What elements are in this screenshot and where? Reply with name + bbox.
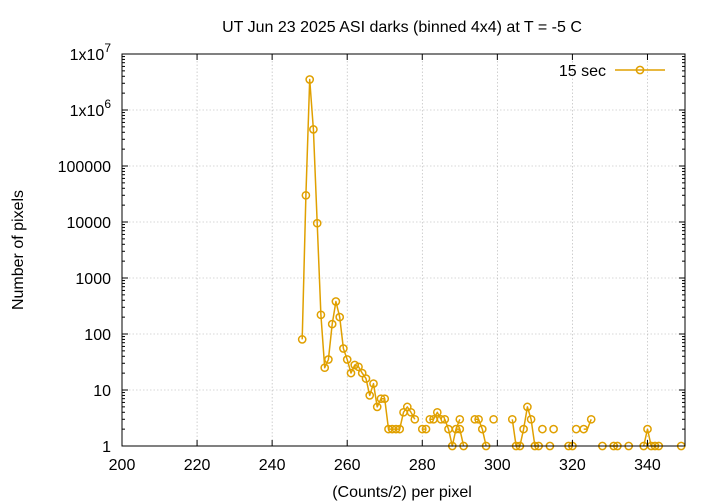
data-point <box>571 424 581 434</box>
chart-title: UT Jun 23 2025 ASI darks (binned 4x4) at… <box>222 19 582 36</box>
y-axis-label: Number of pixels <box>10 190 27 310</box>
data-point <box>380 394 390 404</box>
data-point <box>365 391 375 400</box>
data-point <box>489 414 498 424</box>
x-tick-label: 240 <box>259 457 286 474</box>
x-tick-label: 340 <box>634 457 661 474</box>
data-point <box>320 363 330 373</box>
y-tick-label: 100 <box>84 327 111 344</box>
plot-border <box>121 53 686 447</box>
legend-label: 15 sec <box>559 63 606 80</box>
x-tick-label: 200 <box>109 457 136 474</box>
x-axis-label: (Counts/2) per pixel <box>332 484 472 501</box>
data-point <box>297 335 307 344</box>
data-point <box>470 414 480 424</box>
y-tick-label: 10 <box>93 383 111 400</box>
data-point <box>316 310 326 320</box>
data-point <box>301 190 311 200</box>
series-points <box>297 75 686 451</box>
data-point <box>451 424 461 434</box>
data-point <box>538 424 547 434</box>
data-point <box>455 424 465 434</box>
series-lines <box>301 78 659 447</box>
data-point <box>586 414 596 424</box>
y-axis-ticks: 1 10 100 1000 10000 100000 1x106 1x107 <box>58 41 685 456</box>
data-point <box>643 424 652 434</box>
data-point <box>421 424 431 434</box>
y-tick-label: 1x107 <box>70 41 112 64</box>
data-point <box>432 407 442 417</box>
data-point <box>410 414 420 424</box>
y-tick-label: 1000 <box>75 271 111 288</box>
data-point <box>549 424 558 434</box>
data-point <box>417 424 427 434</box>
data-point <box>455 414 465 424</box>
data-point <box>331 297 341 306</box>
x-tick-label: 300 <box>484 457 511 474</box>
legend: 15 sec <box>559 63 665 80</box>
data-point <box>324 355 333 364</box>
data-point <box>507 414 517 424</box>
data-point <box>474 414 483 424</box>
data-point <box>335 312 345 322</box>
data-point <box>477 424 487 434</box>
x-tick-label: 220 <box>184 457 211 474</box>
data-point <box>436 414 446 424</box>
data-point <box>391 424 401 434</box>
data-point <box>523 402 532 412</box>
data-point <box>369 379 378 388</box>
data-point <box>376 394 386 404</box>
x-tick-label: 320 <box>559 457 586 474</box>
y-tick-label: 10000 <box>67 215 112 232</box>
series-line <box>474 418 487 447</box>
data-point <box>346 368 356 378</box>
data-point <box>305 75 315 84</box>
x-tick-label: 260 <box>334 457 361 474</box>
data-point <box>361 374 371 383</box>
grid <box>122 54 685 446</box>
data-point <box>519 424 528 434</box>
data-point <box>526 414 536 424</box>
data-point <box>425 414 435 424</box>
y-tick-label: 100000 <box>58 159 111 176</box>
data-point <box>579 424 589 434</box>
x-tick-label: 280 <box>409 457 436 474</box>
data-point <box>309 125 318 134</box>
data-point <box>372 402 382 412</box>
y-tick-label: 1 <box>102 439 111 456</box>
data-point <box>327 319 337 329</box>
data-point <box>354 362 363 372</box>
data-point <box>406 407 416 417</box>
data-point <box>342 355 352 364</box>
y-tick-label: 1x106 <box>70 97 112 120</box>
series-line <box>301 78 412 430</box>
legend-marker <box>635 65 645 75</box>
x-axis-ticks: 200 220 240 260 280 300 320 340 <box>109 54 661 474</box>
data-point <box>339 344 348 353</box>
data-point <box>395 424 405 434</box>
data-point <box>440 414 450 424</box>
data-point <box>312 218 322 228</box>
